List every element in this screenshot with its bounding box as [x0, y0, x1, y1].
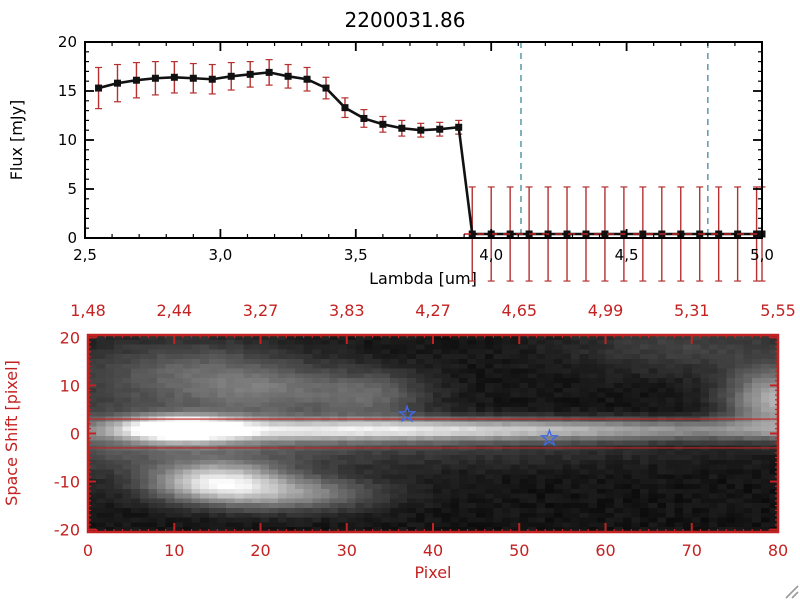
data-point-marker — [563, 230, 571, 238]
data-point-marker — [455, 123, 463, 131]
data-point-marker — [639, 230, 647, 238]
top-wavelength-label: 5,31 — [674, 301, 710, 320]
star-marker — [539, 428, 559, 447]
y-tick-label: 20 — [60, 328, 80, 347]
data-point-marker — [506, 230, 514, 238]
x-tick-label: 60 — [595, 541, 615, 560]
plot-title: 2200031.86 — [345, 8, 466, 32]
x-tick-label: 20 — [250, 541, 270, 560]
y-tick-label: 5 — [67, 180, 77, 198]
data-point-marker — [715, 230, 723, 238]
x-tick-label: 70 — [682, 541, 702, 560]
flux-axis-label: Flux [mJy] — [7, 100, 26, 181]
x-tick-label: 2,5 — [73, 246, 97, 264]
top-wavelength-label: 3,27 — [243, 301, 279, 320]
data-point-marker — [170, 73, 178, 81]
spectral-image-axes: 0 1,48 10 2,44 20 3,27 30 3,83 40 4,27 50 4,65 60 4,9… — [54, 301, 796, 560]
data-point-marker — [113, 79, 121, 87]
x-tick-label: 3,5 — [344, 246, 368, 264]
data-point-marker — [417, 126, 425, 134]
data-point-marker — [303, 75, 311, 83]
y-tick-label: 0 — [70, 425, 80, 444]
top-wavelength-label: 2,44 — [156, 301, 192, 320]
space-shift-axis-label: Space Shift [pixel] — [2, 360, 21, 506]
y-tick-label: 15 — [58, 82, 77, 100]
y-tick-label: 0 — [67, 229, 77, 247]
plot-frame — [84, 41, 763, 239]
x-tick-label: 80 — [768, 541, 788, 560]
y-tick-label: -10 — [54, 473, 80, 492]
top-wavelength-label: 4,65 — [501, 301, 537, 320]
x-tick-label: 3,0 — [208, 246, 232, 264]
lambda-axis-label: Lambda [um] — [369, 269, 477, 288]
x-tick-label: 0 — [83, 541, 93, 560]
y-tick-label: 10 — [60, 376, 80, 395]
y-tick-label: 10 — [58, 131, 77, 149]
top-wavelength-label: 1,48 — [70, 301, 106, 320]
data-point-marker — [436, 125, 444, 133]
data-point-marker — [208, 75, 216, 83]
y-tick-label: -20 — [54, 521, 80, 540]
data-point-marker — [379, 120, 387, 128]
spectral-image — [88, 335, 778, 532]
top-wavelength-label: 4,99 — [588, 301, 624, 320]
data-point-marker — [601, 230, 609, 238]
data-point-marker — [132, 76, 140, 84]
spectrum-plot: 2,5 3,0 3,5 4,0 4,5 5,0 0 5 10 15 20 — [58, 33, 774, 282]
x-tick-label: 30 — [337, 541, 357, 560]
data-point-marker — [151, 74, 159, 82]
top-wavelength-label: 5,55 — [760, 301, 796, 320]
top-wavelength-label: 4,27 — [415, 301, 451, 320]
x-tick-label: 4,0 — [479, 246, 503, 264]
data-point-marker — [322, 84, 330, 92]
data-point-marker — [360, 114, 368, 122]
pixel-axis-label: Pixel — [414, 563, 451, 582]
top-wavelength-label: 3,83 — [329, 301, 365, 320]
image-frame — [86, 333, 780, 534]
star-marker — [397, 404, 417, 423]
data-point-marker — [265, 68, 273, 76]
data-point-marker — [95, 84, 103, 92]
x-tick-label: 5,0 — [750, 246, 774, 264]
x-tick-label: 10 — [164, 541, 184, 560]
data-point-marker — [227, 72, 235, 80]
x-tick-label: 40 — [423, 541, 443, 560]
data-point-marker — [246, 70, 254, 78]
data-point-marker — [398, 124, 406, 132]
data-point-marker — [189, 74, 197, 82]
x-tick-label: 4,5 — [615, 246, 639, 264]
y-tick-label: 20 — [58, 33, 77, 51]
resize-grip[interactable] — [785, 585, 799, 599]
data-point-marker — [468, 230, 476, 238]
data-point-marker — [284, 72, 292, 80]
data-point-marker — [525, 230, 533, 238]
data-point-marker — [341, 104, 349, 112]
x-tick-label: 50 — [509, 541, 529, 560]
